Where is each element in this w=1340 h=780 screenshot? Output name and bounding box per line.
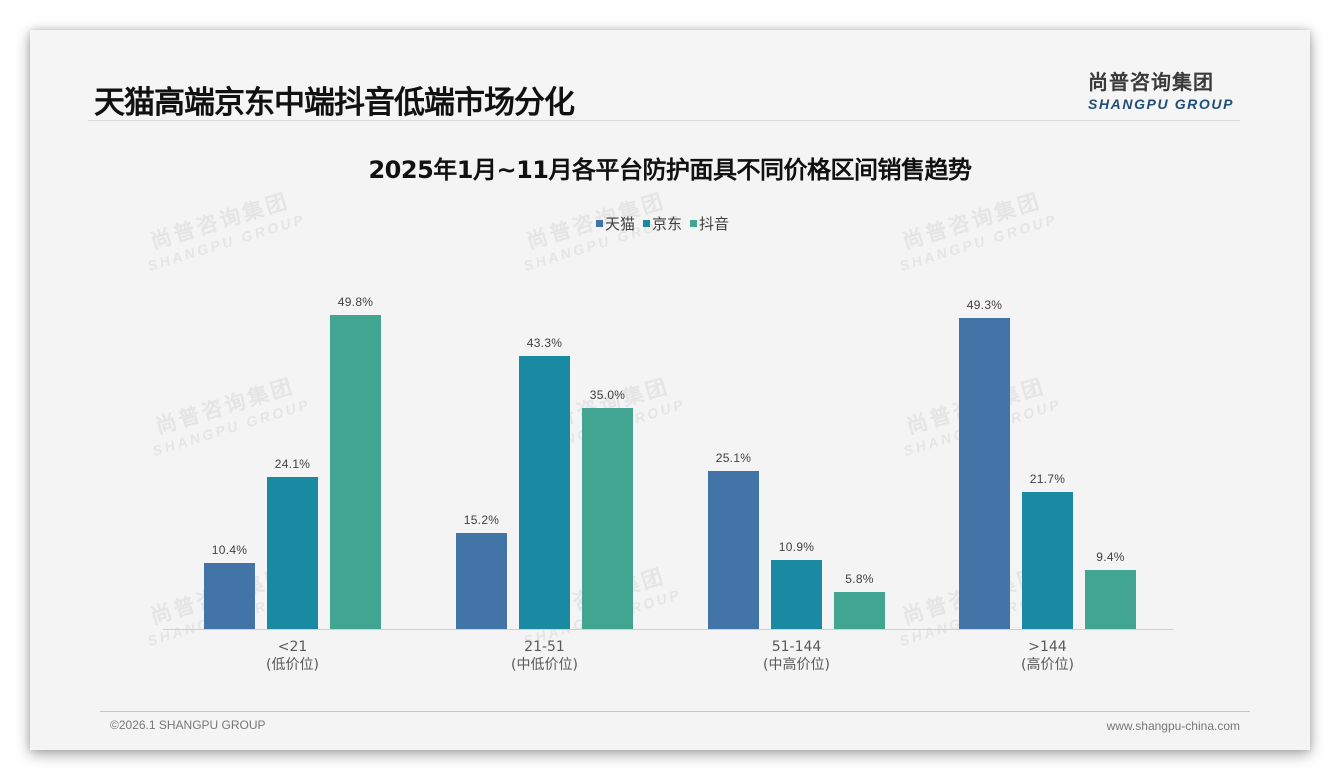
bar-value-label: 9.4% — [1096, 549, 1125, 564]
company-logo: 尚普咨询集团 SHANGPU GROUP — [1088, 66, 1234, 112]
bar-value-label: 21.7% — [1029, 472, 1066, 487]
legend-swatch-icon — [690, 220, 698, 227]
bar-value-label: 25.1% — [715, 450, 752, 465]
bar-value-label: 24.1% — [274, 457, 311, 472]
bar-value-label: 10.4% — [211, 543, 248, 558]
bar-value-label: 10.9% — [778, 540, 815, 555]
bar — [834, 592, 885, 629]
legend-item-jd: 京东 — [643, 213, 682, 234]
x-axis-category-label: 21-51 (中低价位) — [511, 639, 578, 673]
legend-item-tmall: 天猫 — [596, 213, 635, 234]
chart-title: 2025年1月~11月各平台防护面具不同价格区间销售趋势 — [368, 156, 972, 184]
page-title: 天猫高端京东中端抖音低端市场分化 — [94, 85, 575, 121]
footer-copyright: ©2026.1 SHANGPU GROUP — [110, 718, 266, 732]
slide: 天猫高端京东中端抖音低端市场分化 尚普咨询集团 SHANGPU GROUP 尚普… — [30, 30, 1310, 750]
bar — [959, 318, 1010, 629]
bar — [582, 408, 633, 629]
legend-item-douyin: 抖音 — [690, 213, 729, 234]
bar — [771, 560, 822, 629]
bar — [204, 563, 255, 629]
x-axis-line — [163, 629, 1173, 630]
logo-en-text: SHANGPU GROUP — [1088, 96, 1235, 112]
legend-label: 京东 — [652, 215, 683, 233]
logo-cn-text: 尚普咨询集团 — [1088, 70, 1214, 94]
x-axis-category-label: >144 (高价位) — [1021, 639, 1074, 673]
header-band — [30, 30, 1310, 120]
bar-value-label: 49.8% — [337, 295, 374, 309]
bar-value-label: 43.3% — [526, 335, 563, 350]
bar — [1085, 569, 1136, 629]
bar-value-label: 5.8% — [845, 572, 874, 587]
bar — [1022, 492, 1073, 629]
bar — [456, 533, 507, 629]
x-axis-category-label: <21 (低价位) — [266, 639, 319, 673]
bar — [519, 355, 570, 629]
chart-legend: 天猫 京东 抖音 — [596, 213, 729, 234]
x-axis-category-label: 51-144 (中高价位) — [763, 639, 830, 673]
bar-chart-plot-area: 10.4% 24.1% 49.8% <21 (低价位) 15.2% 43.3% 35.0% 21… — [30, 30, 1310, 750]
bar — [267, 477, 318, 629]
bar — [330, 315, 381, 629]
footer-divider — [100, 711, 1250, 712]
header-divider — [88, 120, 1240, 121]
bar-value-label: 15.2% — [463, 513, 500, 528]
footer-website: www.shangpu-china.com — [1106, 719, 1240, 733]
legend-label: 抖音 — [699, 215, 730, 233]
legend-swatch-icon — [643, 220, 651, 227]
legend-swatch-icon — [596, 220, 603, 227]
bar-value-label: 49.3% — [966, 298, 1003, 313]
bar — [708, 470, 759, 629]
bar-value-label: 35.0% — [589, 388, 626, 403]
legend-label: 天猫 — [605, 215, 636, 233]
